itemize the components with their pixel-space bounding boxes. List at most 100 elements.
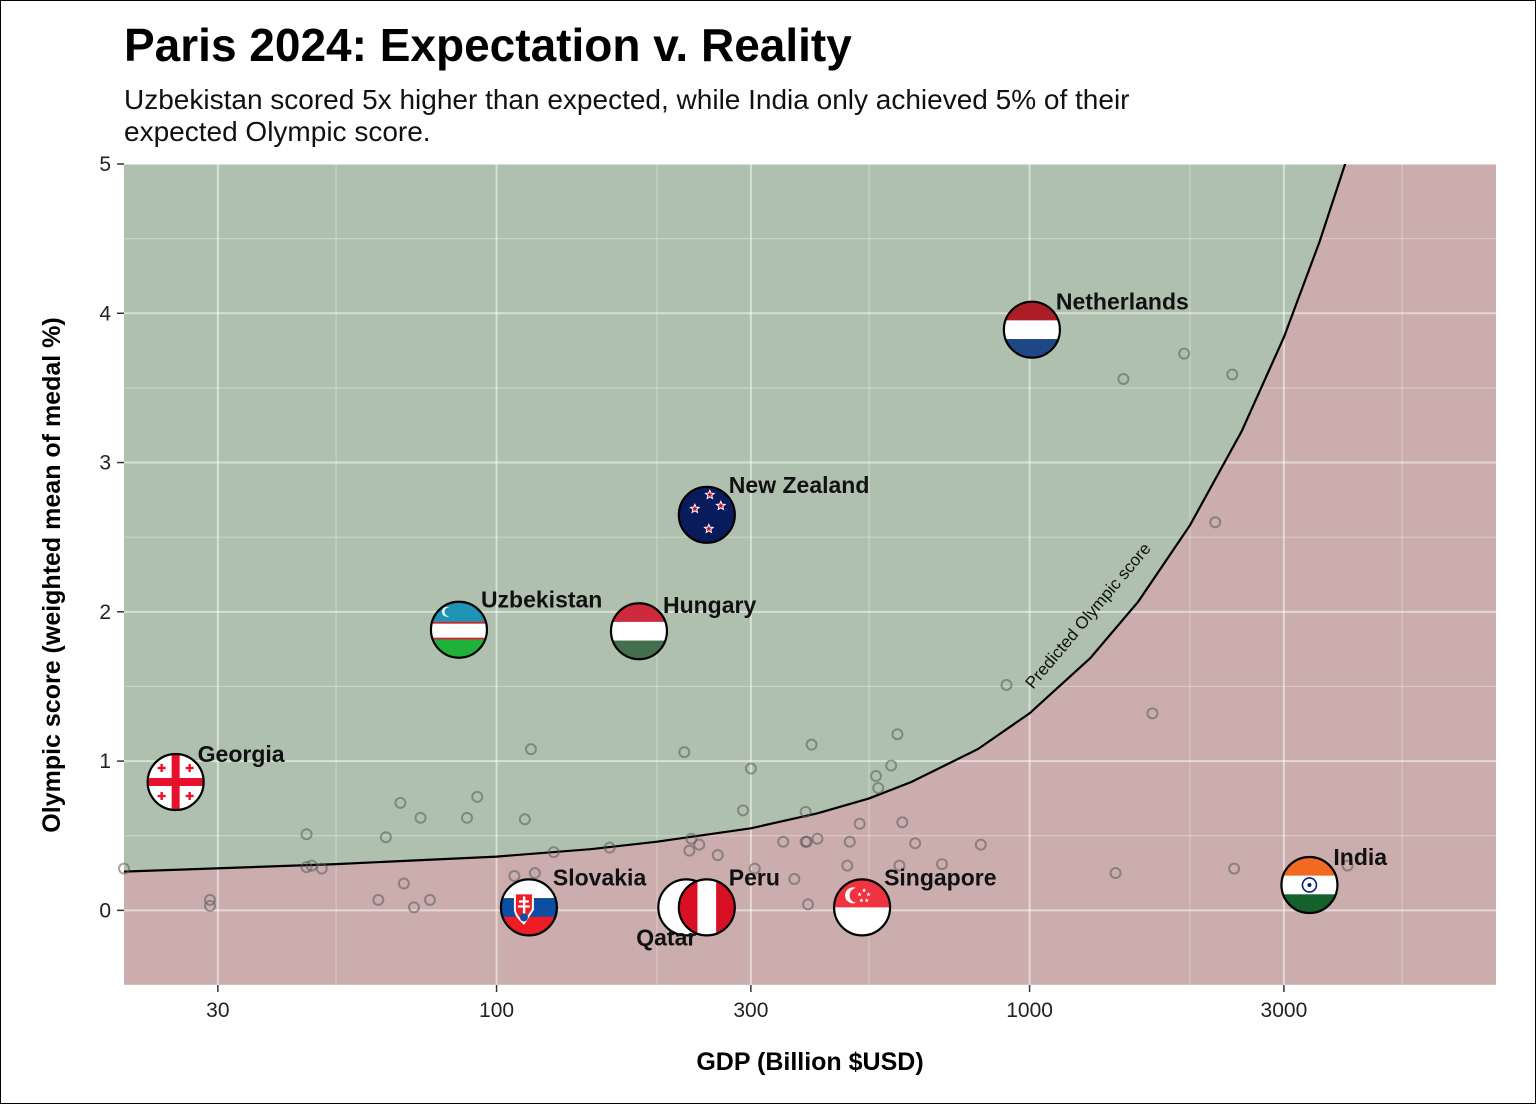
data-point — [1209, 516, 1222, 529]
axes: 30 100 300 1000 3000 0 1 2 3 4 5 — [99, 153, 1307, 1022]
y-axis-title: Olympic score (weighted mean of medal %) — [38, 317, 66, 832]
data-point — [788, 873, 801, 886]
flag-shield-cross — [517, 905, 530, 908]
data-point — [800, 835, 813, 848]
data-point — [1000, 678, 1013, 691]
y-tick-label: 4 — [99, 302, 111, 325]
flag-star — [715, 499, 727, 511]
data-point — [1228, 862, 1241, 875]
flag-georgia: Georgia — [146, 741, 285, 812]
highlighted-country-flags: Qatar Netherlands New Zealand Uzbekistan Hun… — [146, 289, 1387, 950]
flag-star — [859, 898, 864, 903]
flag-georgia-image — [147, 753, 204, 810]
flag-field — [678, 486, 735, 543]
data-point — [891, 728, 904, 741]
flag-small-cross — [185, 766, 194, 770]
flag-chakra-hub — [1307, 882, 1312, 887]
flag-crescent-cut — [849, 887, 865, 903]
country-label-uzbekistan: Uzbekistan — [481, 587, 602, 613]
data-point — [118, 862, 130, 875]
data-point — [547, 846, 560, 859]
data-point — [372, 893, 385, 906]
data-point — [300, 828, 313, 841]
data-point — [407, 901, 420, 914]
data-point — [872, 781, 885, 794]
data-point — [974, 838, 987, 851]
data-point — [811, 832, 824, 845]
flag-slovakia: Slovakia — [499, 864, 647, 937]
country-label-india: India — [1333, 844, 1387, 870]
flag-stripe — [430, 601, 487, 622]
flag-outline — [1002, 300, 1061, 359]
flag-outline — [832, 878, 892, 937]
flag-cross — [147, 777, 204, 786]
flag-star — [689, 502, 701, 514]
flag-stripe — [430, 621, 487, 624]
flag-stripe — [697, 879, 717, 936]
flag-stripe — [430, 623, 487, 638]
x-tick-label: 3000 — [1261, 999, 1308, 1022]
data-point — [204, 899, 217, 912]
data-point — [896, 816, 909, 829]
country-label-new-zealand: New Zealand — [729, 472, 870, 498]
data-point — [204, 893, 217, 906]
y-tick-label: 3 — [99, 452, 111, 475]
data-point — [678, 746, 691, 759]
flag-outline — [429, 600, 489, 659]
data-point — [799, 805, 812, 818]
flag-star — [861, 888, 867, 893]
flag-star — [704, 488, 716, 500]
flag-small-cross — [157, 794, 166, 798]
flag-small-cross — [185, 794, 194, 798]
data-point — [524, 743, 537, 756]
data-point — [748, 862, 761, 875]
data-point — [869, 770, 882, 783]
data-point — [893, 859, 906, 872]
curve-clip — [124, 164, 1347, 873]
data-point — [737, 804, 750, 817]
data-point — [777, 835, 790, 848]
flag-new-zealand: New Zealand — [677, 472, 870, 544]
data-point — [744, 762, 757, 775]
data-point — [1226, 368, 1239, 381]
flag-shield-cross — [518, 900, 529, 903]
chart-subtitle: Uzbekistan scored 5x higher than expecte… — [124, 84, 1130, 147]
flag-star — [857, 892, 862, 897]
flag-crescent-cut — [444, 607, 454, 617]
flag-outline — [677, 485, 736, 544]
country-label-singapore: Singapore — [884, 864, 996, 890]
flag-india: India — [1280, 844, 1387, 915]
country-label-qatar: Qatar — [636, 924, 696, 950]
country-label-slovakia: Slovakia — [553, 864, 647, 890]
data-point — [909, 837, 922, 850]
data-point — [1146, 707, 1159, 720]
data-point — [508, 870, 521, 883]
data-point — [379, 831, 392, 844]
grid-lines — [124, 164, 1496, 985]
y-tick-label: 5 — [99, 153, 111, 176]
other-countries-points — [118, 347, 1354, 914]
data-point — [423, 893, 436, 906]
chart-title: Paris 2024: Expectation v. Reality — [124, 19, 852, 71]
data-point — [414, 811, 427, 824]
country-label-peru: Peru — [729, 864, 780, 890]
data-point — [885, 759, 898, 772]
flag-stripe — [610, 621, 667, 642]
flag-new-zealand-image — [678, 486, 735, 543]
flag-hungary: Hungary — [609, 592, 757, 661]
x-axis-title: GDP (Billion $USD) — [696, 1048, 923, 1076]
x-tick-label: 300 — [733, 999, 768, 1022]
data-point — [693, 838, 706, 851]
y-tick-label: 0 — [99, 899, 111, 922]
data-point — [394, 796, 407, 809]
data-point — [711, 849, 724, 862]
x-tick-label: 1000 — [1006, 999, 1053, 1022]
data-point — [1109, 867, 1122, 880]
x-tick-label: 30 — [206, 999, 229, 1022]
data-point — [935, 858, 948, 871]
flag-netherlands: Netherlands — [1002, 289, 1189, 359]
country-label-georgia: Georgia — [198, 741, 285, 767]
country-label-hungary: Hungary — [663, 592, 757, 618]
flag-peru: Peru — [677, 864, 780, 937]
flag-outline — [146, 752, 205, 812]
